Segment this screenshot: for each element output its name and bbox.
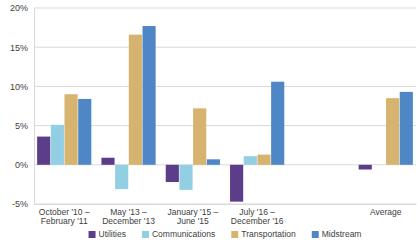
bar [271,82,284,165]
y-tick-label: 0% [15,160,28,170]
legend-swatch [142,231,149,238]
legend-item: Midstream [312,229,362,239]
series-bars [78,26,413,165]
x-tick: May '13 –December '13 [102,204,155,226]
y-axis-line [34,9,35,205]
y-tick-label: 15% [10,43,28,53]
bar [37,137,50,165]
legend-label: Transportation [241,229,296,239]
bar [115,165,128,189]
bar [129,35,142,165]
bar [179,165,192,190]
y-tick-label: 5% [15,121,28,131]
grid [34,8,416,204]
bar [64,94,77,165]
legend-label: Communications [152,229,215,239]
grid-line [34,86,416,87]
y-tick-label: 10% [10,82,28,92]
y-tick-label: -5% [12,199,28,209]
grid-line [34,8,416,9]
legend-swatch [312,231,319,238]
x-tick-label: May '13 –December '13 [102,207,155,226]
x-tick: January '15 –June '15 [167,204,218,226]
legend-label: Utilities [99,229,126,239]
y-tick: 0% [15,160,34,170]
bar [207,159,220,164]
grid-line [34,204,416,205]
bar [78,99,91,165]
y-tick: 5% [15,121,34,131]
chart: -5% 0% 5% 10% 15% 20% October '10 –February '1… [0,0,420,242]
x-tick-label: October '10 –February '11 [39,207,90,226]
legend-item: Utilities [89,229,126,239]
legend: Utilities Communications Transportation Mid… [89,229,362,239]
series-bars [64,35,399,165]
bar [372,164,385,165]
y-tick-label: 20% [10,3,28,13]
x-tick-label: Average [370,207,402,217]
bar [244,156,257,165]
legend-swatch [89,231,96,238]
y-axis: -5% 0% 5% 10% 15% 20% [10,3,35,209]
y-tick: -5% [12,199,34,209]
bar [359,165,372,170]
bar [51,125,64,165]
legend-item: Transportation [231,229,296,239]
x-axis-line [35,204,417,205]
x-tick: Average [370,204,402,217]
grid-line [34,47,416,48]
legend-item: Communications [142,229,215,239]
x-tick-label: July '16 –December '16 [231,207,284,226]
legend-label: Midstream [322,229,362,239]
y-tick: 20% [10,3,34,13]
x-tick: July '16 –December '16 [231,204,284,226]
bar [400,92,413,165]
bar [230,165,243,202]
legend-swatch [231,231,238,238]
y-tick: 15% [10,43,34,53]
bar [166,165,179,182]
bar [257,155,270,165]
bars [37,26,413,202]
bar [142,26,155,165]
x-axis: October '10 –February '11 May '13 –Decemb… [35,204,417,226]
x-tick-label: January '15 –June '15 [167,207,218,226]
y-tick: 10% [10,82,34,92]
x-tick: October '10 –February '11 [39,204,90,226]
bar [386,98,399,165]
bar [193,108,206,164]
bar [101,158,114,165]
